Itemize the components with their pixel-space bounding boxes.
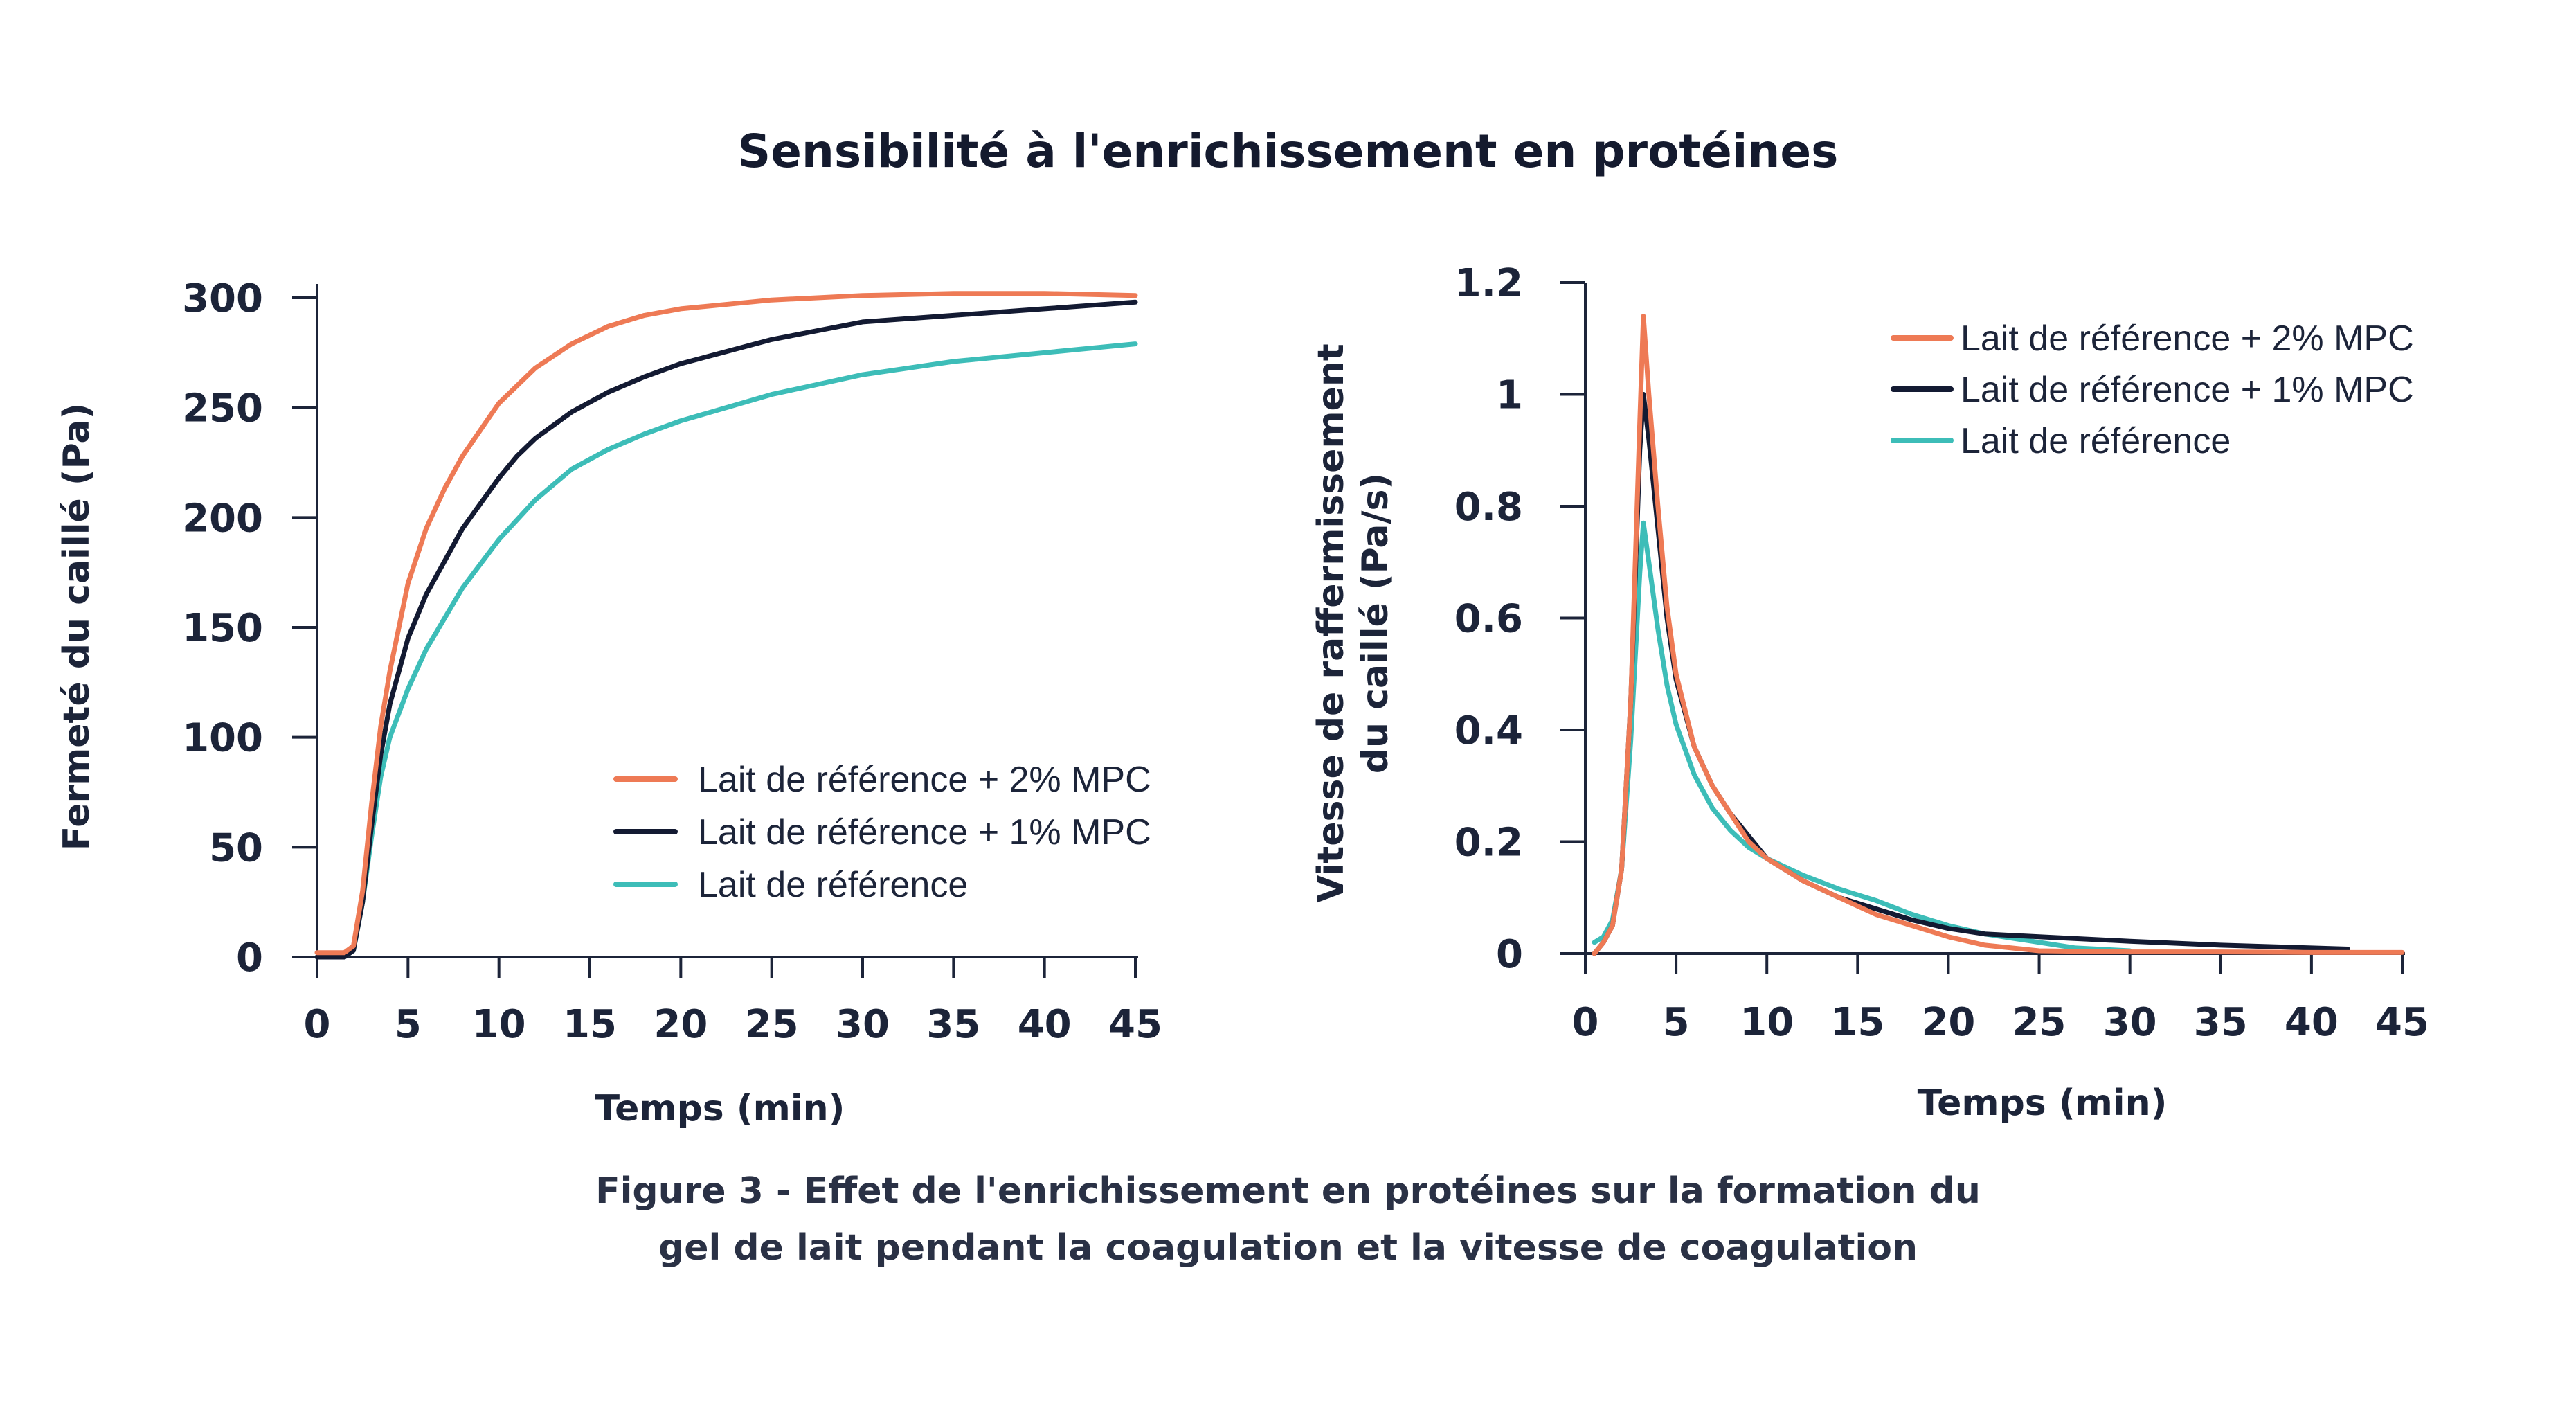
x-axis-title: Temps (min) bbox=[595, 1088, 845, 1129]
y-tick-label: 0.8 bbox=[1454, 485, 1523, 530]
x-tick-label: 35 bbox=[2194, 1000, 2248, 1045]
x-tick-label: 20 bbox=[1921, 1000, 1975, 1045]
legend-label: Lait de référence + 1% MPC bbox=[698, 812, 1151, 852]
y-tick-label: 0.2 bbox=[1454, 821, 1523, 866]
y-tick-label: 0 bbox=[236, 936, 263, 981]
y-tick-label: 1 bbox=[1496, 373, 1523, 418]
legend-label: Lait de référence + 2% MPC bbox=[1961, 319, 2414, 359]
x-tick-label: 30 bbox=[2103, 1000, 2157, 1045]
x-tick-label: 40 bbox=[1018, 1002, 1072, 1047]
y-tick-label: 200 bbox=[182, 496, 263, 541]
x-tick-label: 25 bbox=[745, 1002, 799, 1047]
x-tick-label: 40 bbox=[2285, 1000, 2339, 1045]
legend-label: Lait de référence + 1% MPC bbox=[1961, 370, 2414, 410]
x-tick-label: 15 bbox=[1830, 1000, 1884, 1045]
x-tick-label: 30 bbox=[836, 1002, 890, 1047]
x-tick-label: 0 bbox=[1572, 1000, 1599, 1045]
y-tick-label: 0 bbox=[1496, 932, 1523, 977]
series-line-lait-de-reference-1-mpc bbox=[1592, 392, 2350, 956]
caption-line-1: Figure 3 - Effet de l'enrichissement en … bbox=[595, 1170, 1981, 1212]
x-tick-label: 45 bbox=[1108, 1002, 1162, 1047]
legend-label: Lait de référence + 2% MPC bbox=[698, 760, 1151, 800]
x-tick-label: 20 bbox=[654, 1002, 708, 1047]
series-line-lait-de-reference bbox=[1592, 520, 2133, 954]
y-tick-label: 300 bbox=[182, 276, 263, 321]
chart-curd-firmness: 0 50 100 150 200 250 300 0 5 10 15 20 25 30 35 40 45 Temp… bbox=[56, 276, 1162, 1129]
x-tick-label: 10 bbox=[472, 1002, 526, 1047]
x-tick-label: 35 bbox=[926, 1002, 980, 1047]
y-axis-title-line-1: Vitesse de raffermissement bbox=[1310, 343, 1352, 902]
x-tick-label: 15 bbox=[563, 1002, 617, 1047]
x-axis-title: Temps (min) bbox=[1918, 1082, 2168, 1124]
y-axis-title: Fermeté du caillé (Pa) bbox=[56, 403, 98, 850]
x-tick-label: 0 bbox=[304, 1002, 331, 1047]
y-axis-title: Vitesse de raffermissement du caillé (Pa/… bbox=[1310, 343, 1396, 902]
caption-line-2: gel de lait pendant la coagulation et la… bbox=[658, 1227, 1918, 1269]
x-tick-label: 10 bbox=[1740, 1000, 1794, 1045]
y-tick-label: 1.2 bbox=[1454, 261, 1523, 306]
chart-firming-rate: 0 0.2 0.4 0.6 0.8 1 1.2 0 5 10 15 20 25 30 35 40 45 Temps… bbox=[1310, 261, 2429, 1124]
series-line-lait-de-reference-2-mpc bbox=[314, 291, 1138, 956]
y-tick-label: 100 bbox=[182, 716, 263, 761]
y-tick-label: 0.4 bbox=[1454, 708, 1523, 753]
y-axis-title-line-2: du caillé (Pa/s) bbox=[1355, 473, 1396, 774]
x-tick-label: 5 bbox=[395, 1002, 422, 1047]
x-tick-label: 25 bbox=[2012, 1000, 2066, 1045]
y-tick-label: 250 bbox=[182, 386, 263, 431]
y-tick-label: 150 bbox=[182, 606, 263, 651]
y-tick-label: 50 bbox=[209, 825, 263, 870]
legend-label: Lait de référence bbox=[1961, 421, 2231, 461]
series-line-lait-de-reference-2-mpc bbox=[1592, 314, 2405, 956]
y-tick-label: 0.6 bbox=[1454, 597, 1523, 642]
legend-label: Lait de référence bbox=[698, 865, 968, 905]
x-tick-label: 5 bbox=[1663, 1000, 1690, 1045]
x-tick-label: 45 bbox=[2375, 1000, 2429, 1045]
figure-title: Sensibilité à l'enrichissement en protéi… bbox=[737, 125, 1839, 178]
